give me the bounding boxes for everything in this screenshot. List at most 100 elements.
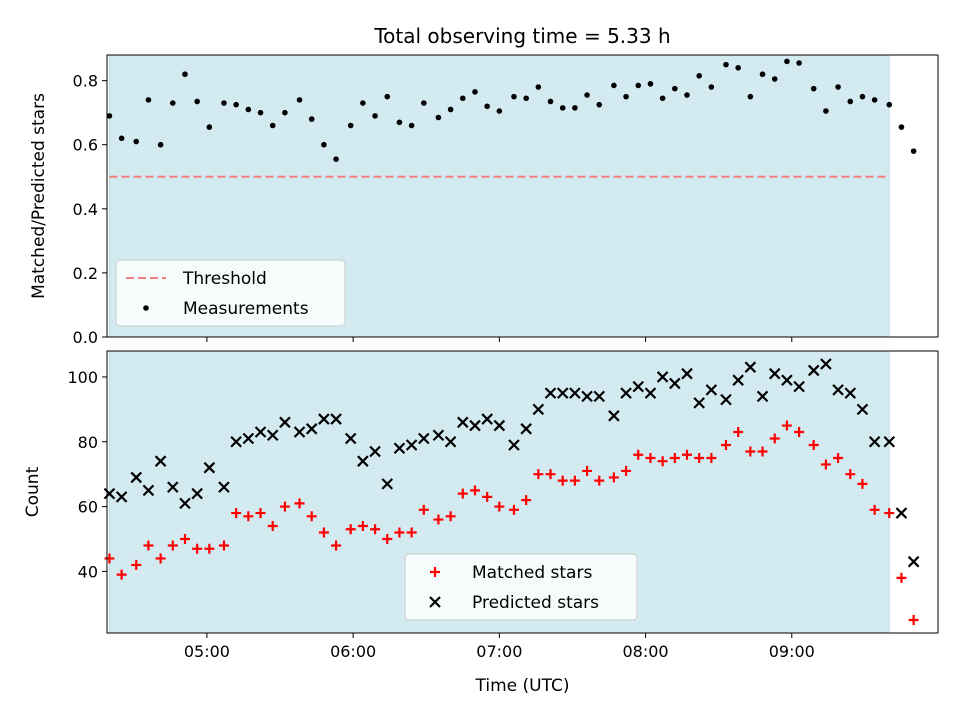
data-point xyxy=(681,449,692,460)
data-point xyxy=(696,73,702,79)
data-point xyxy=(393,442,406,455)
data-point xyxy=(684,92,690,98)
y-tick-label: 0.2 xyxy=(73,264,98,283)
data-point xyxy=(781,420,792,431)
data-point xyxy=(142,484,155,497)
data-point xyxy=(169,100,176,106)
data-point xyxy=(747,93,754,100)
data-point xyxy=(659,95,666,102)
data-point xyxy=(656,371,669,383)
series-predicted-stars xyxy=(103,358,920,568)
data-point xyxy=(669,377,681,390)
data-point xyxy=(206,124,213,130)
data-point xyxy=(457,488,468,499)
data-point xyxy=(898,124,905,130)
data-point xyxy=(559,105,566,111)
data-point xyxy=(296,97,303,103)
data-point xyxy=(781,374,793,386)
data-point xyxy=(444,435,457,448)
data-point xyxy=(820,358,832,370)
data-point xyxy=(708,84,715,90)
data-point xyxy=(115,491,128,503)
data-point xyxy=(572,105,578,111)
y-tick-label: 60 xyxy=(78,498,98,517)
axes-frame xyxy=(106,54,939,338)
legend-label: Predicted stars xyxy=(472,593,599,613)
data-point xyxy=(810,85,817,92)
data-point xyxy=(907,555,920,568)
data-point xyxy=(693,397,705,409)
data-point xyxy=(832,384,844,396)
axes-frame xyxy=(106,350,939,634)
data-point xyxy=(345,524,356,535)
data-point xyxy=(895,507,908,519)
data-point xyxy=(545,469,556,480)
data-point xyxy=(883,435,896,448)
data-point xyxy=(267,521,278,532)
data-point xyxy=(255,508,266,519)
data-point xyxy=(333,156,339,162)
legend-marker xyxy=(429,596,441,608)
data-point xyxy=(266,429,279,442)
data-point xyxy=(847,98,854,105)
data-point xyxy=(757,446,768,457)
data-point xyxy=(279,416,291,429)
data-point xyxy=(544,387,557,399)
data-point xyxy=(218,481,230,493)
data-point xyxy=(191,487,203,500)
data-point xyxy=(584,92,590,98)
legend-box xyxy=(115,259,346,327)
data-point xyxy=(823,108,829,114)
data-point xyxy=(720,393,732,406)
data-point xyxy=(245,106,252,113)
data-point xyxy=(194,98,200,105)
data-point xyxy=(167,540,178,551)
chart-title: Total observing time = 5.33 h xyxy=(373,24,670,48)
data-point xyxy=(532,403,545,416)
data-point xyxy=(694,452,705,463)
data-point xyxy=(421,100,427,106)
data-point xyxy=(844,387,857,399)
data-point xyxy=(308,116,315,122)
data-point xyxy=(133,138,140,145)
data-point xyxy=(179,497,191,510)
data-point xyxy=(869,504,880,515)
data-point xyxy=(472,89,478,95)
y-axis-label: Count xyxy=(23,466,43,517)
data-point xyxy=(233,101,239,108)
x-tick-label: 07:00 xyxy=(476,642,522,661)
series-matched-stars xyxy=(104,420,919,626)
data-point xyxy=(623,93,629,100)
legend: Threshold Measurements xyxy=(115,259,346,327)
data-point xyxy=(886,101,893,108)
data-point xyxy=(732,374,744,386)
data-point xyxy=(242,432,255,445)
data-point xyxy=(511,93,517,100)
data-point xyxy=(104,553,115,564)
data-point xyxy=(257,109,264,116)
data-point xyxy=(116,569,127,580)
x-tick-label: 05:00 xyxy=(184,642,230,661)
data-point xyxy=(369,445,381,458)
data-point xyxy=(254,426,267,438)
data-point xyxy=(167,481,179,493)
data-point xyxy=(807,364,820,377)
y-tick-label: 0.0 xyxy=(73,328,98,347)
legend-label: Measurements xyxy=(183,299,309,319)
data-point xyxy=(469,485,480,496)
data-point xyxy=(145,97,152,103)
data-point xyxy=(621,465,632,476)
data-point xyxy=(633,449,644,460)
data-point xyxy=(130,471,143,484)
data-point xyxy=(457,416,469,429)
data-point xyxy=(845,469,856,480)
data-point xyxy=(445,511,456,522)
data-point xyxy=(857,478,868,489)
data-point xyxy=(282,109,288,116)
data-point xyxy=(768,367,781,380)
legend-label: Matched stars xyxy=(472,563,592,583)
data-point xyxy=(269,122,276,129)
data-point xyxy=(582,465,593,476)
data-point xyxy=(784,58,790,65)
